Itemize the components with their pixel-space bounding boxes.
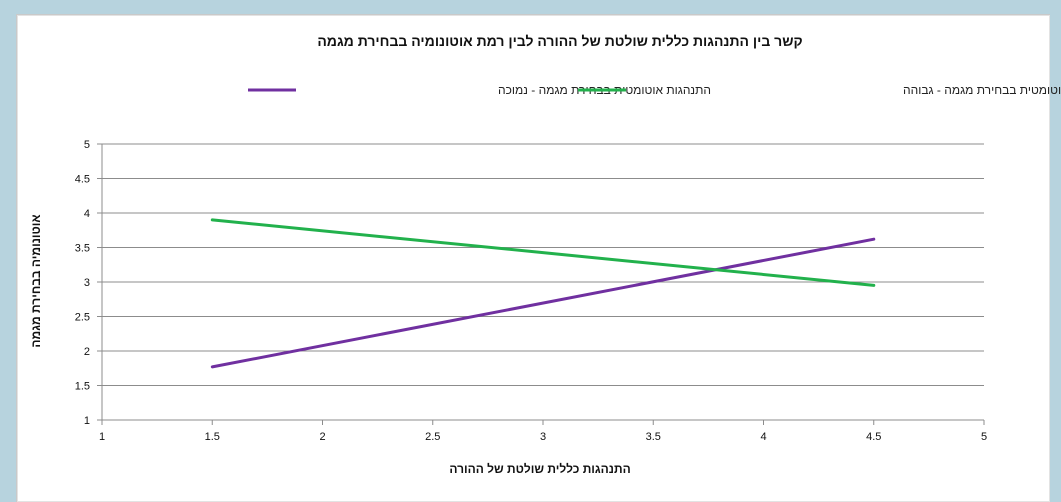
x-tick-label: 2 — [319, 431, 325, 443]
axes — [97, 143, 985, 425]
gridlines — [102, 143, 984, 386]
y-tick-label: 3 — [84, 277, 90, 289]
y-tick-label: 5 — [84, 139, 90, 151]
series-line-high — [210, 218, 876, 287]
x-tick-label: 4 — [760, 431, 766, 443]
x-axis-title: התנהגות כללית שולטת של ההורה — [449, 462, 630, 476]
y-tick-label: 4 — [84, 208, 90, 220]
series-lines — [210, 218, 876, 369]
x-tick-label: 5 — [981, 431, 987, 443]
x-tick-label: 1 — [99, 431, 105, 443]
series-line-low — [210, 237, 876, 369]
y-tick-label: 1 — [84, 415, 90, 427]
legend: התנהגות אוטומטית בבחירת מגמה - נמוכה התנ… — [248, 83, 1061, 97]
x-tick-label: 1.5 — [205, 431, 220, 443]
y-tick-label: 4.5 — [75, 174, 90, 186]
chart-sheet — [16, 14, 1050, 502]
chart-title: קשר בין התנהגות כללית שולטת של ההורה לבי… — [317, 33, 802, 49]
x-tick-label: 3 — [540, 431, 546, 443]
x-tick-label: 4.5 — [866, 431, 881, 443]
y-tick-label: 1.5 — [75, 381, 90, 393]
legend-label-high: התנהגות אוטומטית בבחירת מגמה - גבוהה — [903, 83, 1061, 97]
y-tick-labels: 1 1.5 2 2.5 3 3.5 4 4.5 5 — [75, 139, 90, 427]
y-tick-label: 3.5 — [75, 243, 90, 255]
x-tick-labels: 1 1.5 2 2.5 3 3.5 4 4.5 5 — [99, 431, 987, 443]
y-tick-label: 2.5 — [75, 312, 90, 324]
y-tick-label: 2 — [84, 346, 90, 358]
y-axis-title: אוטונומיה בבחירת מגמה — [29, 214, 43, 347]
x-tick-label: 2.5 — [425, 431, 440, 443]
x-tick-label: 3.5 — [646, 431, 661, 443]
